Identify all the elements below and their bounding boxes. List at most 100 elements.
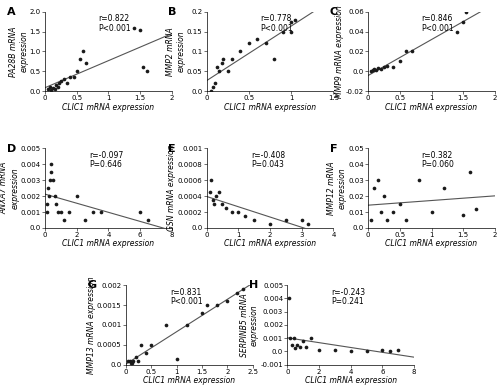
Text: r=-0.243: r=-0.243	[332, 288, 366, 296]
Point	[266, 221, 274, 227]
Point	[270, 56, 278, 62]
Point	[245, 40, 253, 47]
Y-axis label: MMP9 mRNA expression: MMP9 mRNA expression	[336, 5, 344, 98]
Point	[304, 221, 312, 227]
Point	[82, 60, 90, 66]
Point	[292, 16, 300, 23]
Point	[394, 347, 402, 353]
Text: P<0.001: P<0.001	[170, 297, 203, 306]
Point	[215, 68, 223, 74]
Text: r=-0.097: r=-0.097	[90, 151, 124, 160]
Text: r=0.831: r=0.831	[170, 288, 202, 296]
Text: r=0.778: r=0.778	[260, 14, 291, 23]
Point	[462, 9, 470, 15]
Point	[302, 345, 310, 351]
Point	[278, 28, 286, 35]
Point	[377, 209, 385, 215]
Point	[96, 209, 104, 215]
X-axis label: CLIC1 mRNA expression: CLIC1 mRNA expression	[224, 103, 316, 112]
Point	[44, 185, 52, 191]
Point	[298, 217, 306, 223]
Text: r=0.382: r=0.382	[422, 151, 452, 160]
Point	[466, 169, 473, 175]
Point	[331, 347, 339, 353]
Y-axis label: ANXA7 mRNA
expression: ANXA7 mRNA expression	[0, 162, 19, 214]
Point	[362, 348, 370, 354]
Point	[60, 217, 68, 223]
Y-axis label: MMP13 mRNA expression: MMP13 mRNA expression	[86, 276, 96, 374]
Point	[287, 19, 295, 25]
Point	[307, 335, 315, 341]
Point	[234, 209, 242, 215]
Point	[262, 40, 270, 47]
Point	[54, 209, 62, 215]
Point	[52, 82, 60, 88]
Text: E: E	[168, 144, 176, 154]
Point	[396, 201, 404, 207]
X-axis label: CLIC1 mRNA expression: CLIC1 mRNA expression	[224, 239, 316, 248]
Point	[383, 217, 391, 223]
Y-axis label: MMP12 mRNA
expression: MMP12 mRNA expression	[328, 161, 347, 215]
X-axis label: CLIC1 mRNA expression: CLIC1 mRNA expression	[304, 376, 397, 385]
Text: G: G	[88, 281, 97, 291]
Point	[218, 60, 226, 66]
Point	[390, 209, 398, 215]
Point	[124, 358, 132, 364]
Point	[374, 65, 382, 71]
Point	[396, 58, 404, 64]
Point	[72, 193, 80, 199]
Point	[46, 169, 54, 175]
Point	[127, 360, 135, 366]
Point	[472, 206, 480, 212]
Point	[57, 209, 65, 215]
Point	[45, 193, 53, 199]
Point	[132, 354, 140, 360]
Point	[198, 310, 206, 316]
Point	[88, 209, 96, 215]
Point	[142, 350, 150, 356]
X-axis label: CLIC1 mRNA expression: CLIC1 mRNA expression	[62, 239, 154, 248]
Point	[48, 87, 56, 94]
Text: P=0.043: P=0.043	[251, 160, 284, 169]
Point	[63, 80, 71, 86]
Text: P<0.001: P<0.001	[98, 24, 131, 33]
Point	[136, 209, 144, 215]
Point	[374, 177, 382, 184]
Point	[137, 342, 145, 348]
Point	[370, 66, 378, 73]
Point	[370, 185, 378, 191]
Point	[140, 64, 147, 70]
Text: r=0.822: r=0.822	[98, 14, 130, 23]
Point	[383, 63, 391, 69]
Point	[48, 85, 56, 91]
Point	[172, 356, 180, 362]
Text: H: H	[249, 281, 258, 291]
Point	[299, 338, 307, 344]
Point	[130, 358, 138, 364]
Point	[218, 201, 226, 207]
Point	[66, 74, 74, 80]
Y-axis label: SERPINB5 mRNA
expression: SERPINB5 mRNA expression	[240, 293, 259, 357]
Point	[50, 86, 58, 92]
Point	[60, 76, 68, 82]
Text: P=0.241: P=0.241	[332, 297, 364, 306]
Point	[287, 28, 295, 35]
Point	[44, 201, 52, 207]
Text: P<0.001: P<0.001	[260, 24, 292, 33]
Text: r=-0.408: r=-0.408	[251, 151, 285, 160]
X-axis label: CLIC1 mRNA expression: CLIC1 mRNA expression	[143, 376, 236, 385]
Text: P=0.646: P=0.646	[90, 160, 122, 169]
Point	[440, 185, 448, 191]
Point	[49, 177, 57, 184]
Point	[293, 342, 301, 348]
Point	[211, 80, 219, 86]
Point	[291, 345, 299, 351]
Point	[290, 335, 298, 341]
Point	[228, 56, 236, 62]
Text: D: D	[7, 144, 16, 154]
Point	[76, 56, 84, 62]
Point	[228, 209, 236, 215]
X-axis label: CLIC1 mRNA expression: CLIC1 mRNA expression	[62, 103, 154, 112]
Point	[234, 290, 241, 296]
Point	[134, 358, 142, 364]
